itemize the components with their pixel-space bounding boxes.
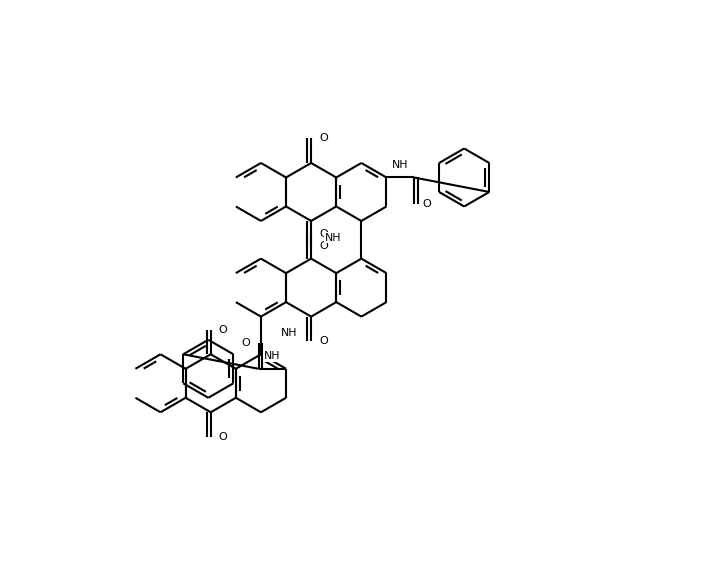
- Text: O: O: [319, 336, 328, 346]
- Text: NH: NH: [282, 328, 298, 339]
- Text: O: O: [219, 325, 227, 335]
- Text: O: O: [319, 229, 328, 239]
- Text: NH: NH: [392, 160, 409, 170]
- Text: NH: NH: [264, 351, 281, 361]
- Text: O: O: [319, 241, 328, 250]
- Text: O: O: [319, 133, 328, 143]
- Text: NH: NH: [324, 233, 341, 243]
- Text: O: O: [241, 338, 251, 348]
- Text: O: O: [219, 432, 227, 442]
- Text: O: O: [422, 199, 431, 208]
